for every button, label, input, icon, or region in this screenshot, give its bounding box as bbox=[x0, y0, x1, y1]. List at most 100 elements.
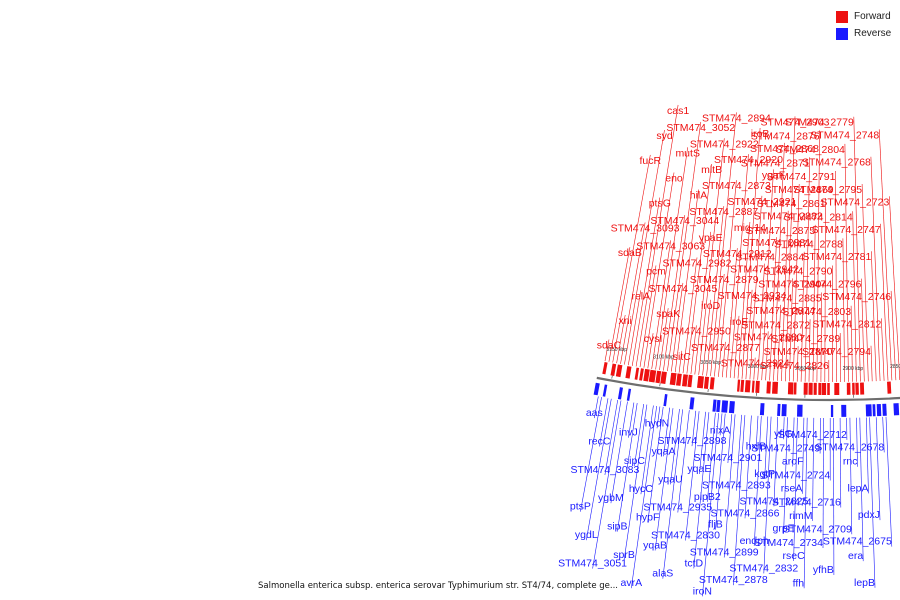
leader-line bbox=[870, 345, 873, 382]
gene-label-forward: STM474_2861 bbox=[757, 198, 826, 210]
leader-line bbox=[608, 247, 631, 362]
gene-label-forward: relA bbox=[631, 290, 650, 302]
leader-line bbox=[682, 257, 698, 374]
gene-label-reverse: STM474_2709 bbox=[783, 523, 852, 535]
reverse-feature bbox=[759, 403, 765, 416]
leader-line bbox=[659, 308, 669, 371]
gene-label-reverse: invJ bbox=[619, 427, 638, 439]
forward-feature bbox=[703, 376, 710, 389]
leader-line bbox=[808, 319, 811, 382]
leader-line bbox=[744, 415, 752, 519]
leader-line bbox=[635, 104, 679, 367]
gene-label-reverse: recC bbox=[588, 436, 611, 448]
leader-line bbox=[871, 251, 877, 382]
forward-feature bbox=[676, 373, 682, 386]
leader-line bbox=[822, 417, 824, 549]
reverse-feature bbox=[893, 403, 900, 416]
gene-label-forward: STM474_2881 bbox=[742, 237, 811, 249]
leader-line bbox=[706, 206, 725, 376]
leader-line bbox=[719, 413, 723, 436]
forward-feature bbox=[697, 375, 704, 389]
leader-line bbox=[889, 196, 900, 381]
leader-line bbox=[628, 290, 642, 366]
gene-label-reverse: pipB2 bbox=[694, 491, 721, 503]
gene-label-forward: STM474_2869 bbox=[765, 184, 834, 196]
gene-label-reverse: aas bbox=[586, 407, 603, 419]
leader-line bbox=[870, 156, 881, 382]
leader-line bbox=[654, 408, 674, 551]
leader-line bbox=[643, 172, 675, 368]
gene-label-reverse: rimM bbox=[789, 510, 812, 522]
leader-line bbox=[890, 290, 897, 381]
gene-label-forward: STM474_2882 bbox=[754, 211, 823, 223]
leader-line bbox=[628, 402, 635, 438]
gene-label-forward: STM474_2894 bbox=[702, 112, 771, 124]
gene-label-reverse: hycC bbox=[629, 483, 653, 495]
gene-label-reverse: endph bbox=[740, 535, 769, 547]
leader-line bbox=[749, 195, 763, 380]
gene-label-forward: STM474_2790 bbox=[764, 266, 833, 278]
leader-line bbox=[694, 231, 711, 375]
gene-label-forward: STM474_2814 bbox=[784, 211, 853, 223]
leader-line bbox=[764, 416, 769, 479]
forward-feature bbox=[643, 368, 650, 382]
gene-label-forward: STM474_3052 bbox=[666, 122, 735, 134]
gene-label-forward: pcm bbox=[646, 265, 666, 277]
leader-line bbox=[727, 414, 733, 464]
gene-label-forward: STM474_2747 bbox=[812, 224, 881, 236]
legend: Forward Reverse bbox=[836, 8, 891, 42]
leader-line bbox=[753, 357, 756, 380]
leader-line bbox=[651, 240, 671, 369]
gene-label-reverse: grpE bbox=[773, 523, 795, 535]
leader-line bbox=[796, 346, 799, 382]
gene-label-reverse: fljB bbox=[708, 519, 723, 531]
leader-line bbox=[882, 416, 885, 453]
reverse-feature bbox=[882, 403, 887, 416]
leader-line bbox=[592, 400, 622, 569]
gene-label-forward: sitC bbox=[673, 351, 692, 363]
leader-line bbox=[640, 405, 654, 495]
leader-line bbox=[715, 413, 726, 530]
leader-line bbox=[875, 417, 881, 521]
leader-line bbox=[663, 407, 670, 457]
forward-feature bbox=[615, 364, 623, 378]
leader-line bbox=[729, 154, 749, 378]
leader-line bbox=[634, 404, 644, 466]
reverse-feature bbox=[728, 401, 735, 414]
forward-feature bbox=[821, 383, 827, 395]
gene-label-reverse: STM474_2712 bbox=[778, 429, 847, 441]
forward-feature bbox=[740, 379, 745, 392]
leader-line bbox=[604, 339, 610, 362]
leader-line bbox=[631, 197, 661, 366]
gene-label-forward: sdaB bbox=[618, 247, 642, 259]
gene-label-reverse: yqaE bbox=[687, 463, 711, 475]
leader-line bbox=[789, 278, 793, 382]
label-leader-lines bbox=[580, 104, 900, 597]
leader-line bbox=[880, 223, 889, 381]
reverse-feature bbox=[797, 404, 803, 417]
gene-label-forward: STM474_2868 bbox=[750, 143, 819, 155]
forward-feature bbox=[648, 369, 657, 383]
forward-feature bbox=[772, 381, 779, 394]
gene-label-forward: xni bbox=[618, 315, 631, 327]
legend-label-forward: Forward bbox=[854, 11, 891, 22]
legend-label-reverse: Reverse bbox=[854, 28, 892, 39]
leader-line bbox=[616, 314, 626, 364]
gene-label-forward: sdaC bbox=[597, 340, 622, 352]
gene-label-forward: STM474_2922 bbox=[690, 138, 759, 150]
gene-label-forward: STM474_2779 bbox=[785, 117, 854, 129]
gene-label-forward: STM474_3093 bbox=[611, 223, 680, 235]
tick-label: 3100 kbp bbox=[653, 355, 674, 361]
leader-line bbox=[639, 265, 657, 368]
leader-line bbox=[773, 142, 785, 381]
forward-feature bbox=[755, 380, 760, 393]
leader-line bbox=[803, 417, 808, 589]
gene-label-forward: STM474_2903 bbox=[761, 116, 830, 128]
gene-label-forward: STM474_2870 bbox=[764, 346, 833, 358]
leader-line bbox=[793, 417, 798, 562]
leader-line bbox=[663, 215, 686, 371]
gene-label-forward: cas1 bbox=[667, 105, 689, 117]
forward-feature bbox=[660, 371, 667, 384]
gene-label-reverse: STM474_2832 bbox=[729, 562, 798, 574]
gene-label-reverse: STM474_2678 bbox=[815, 441, 884, 453]
